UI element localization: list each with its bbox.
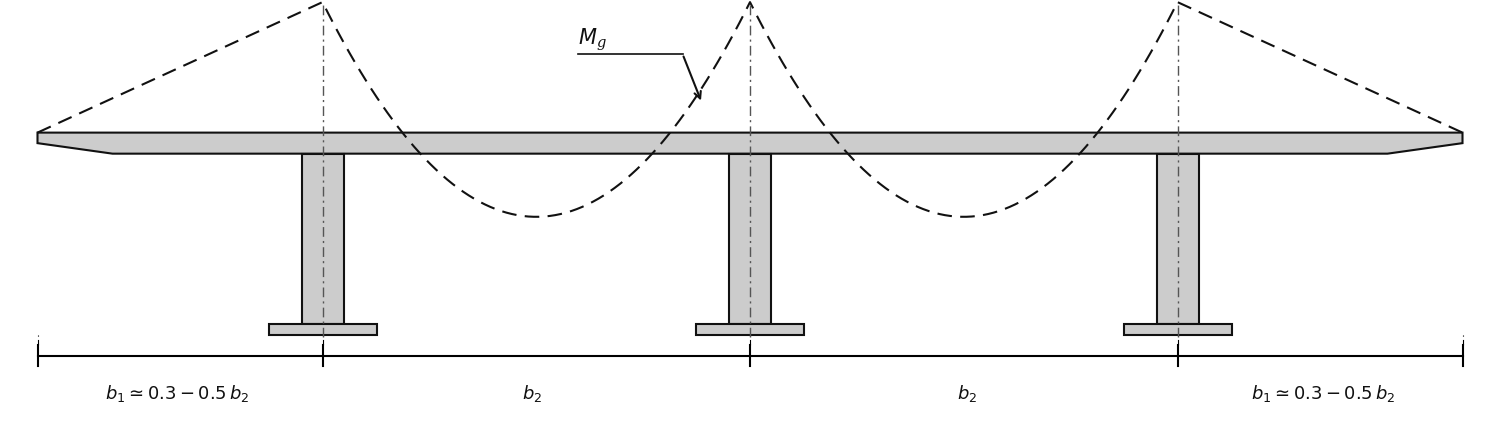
Bar <box>302 154 344 324</box>
Text: $b_1 \simeq 0.3 - 0.5\,b_2$: $b_1 \simeq 0.3 - 0.5\,b_2$ <box>105 383 249 404</box>
Text: $b_2$: $b_2$ <box>957 383 978 404</box>
Bar <box>268 324 376 335</box>
Bar <box>1156 154 1198 324</box>
Text: $b_1 \simeq 0.3 - 0.5\,b_2$: $b_1 \simeq 0.3 - 0.5\,b_2$ <box>1251 383 1395 404</box>
Bar <box>696 324 804 335</box>
Polygon shape <box>38 133 1462 154</box>
Text: $M_{\mathregular{g}}$: $M_{\mathregular{g}}$ <box>578 26 606 53</box>
Text: $b_2$: $b_2$ <box>522 383 543 404</box>
Bar <box>1124 324 1232 335</box>
Bar <box>729 154 771 324</box>
